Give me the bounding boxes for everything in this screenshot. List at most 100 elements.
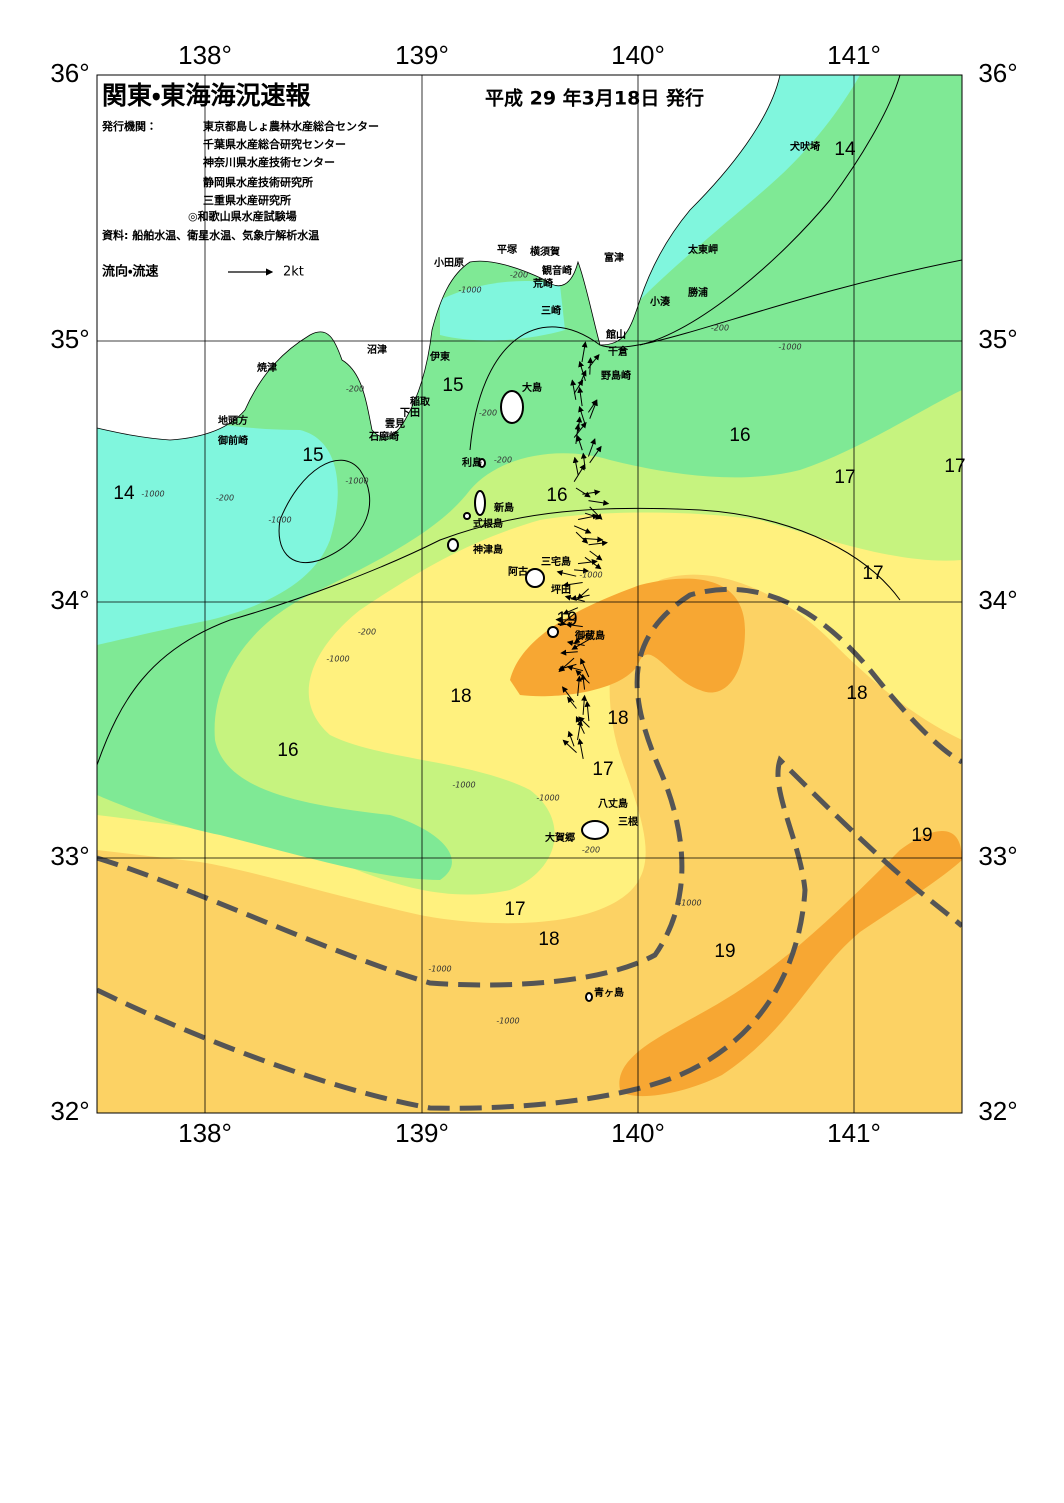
current-vector — [584, 700, 591, 722]
depth-label: -200 — [479, 409, 497, 418]
longitude-label: 139° — [395, 40, 449, 70]
current-vector — [589, 399, 598, 419]
current-vector — [589, 445, 602, 464]
place-name: 焼津 — [257, 361, 277, 374]
place-name: 荒崎 — [532, 277, 553, 290]
current-vector — [567, 730, 575, 747]
place-name: 太東岬 — [687, 243, 718, 256]
depth-label: -1000 — [268, 516, 291, 525]
place-name: 横須賀 — [530, 245, 560, 258]
place-name: 伊東 — [429, 350, 450, 363]
place-name: 大島 — [522, 381, 542, 394]
latitude-label: 33° — [978, 841, 1017, 871]
current-vectors — [555, 341, 610, 759]
place-name: 犬吠埼 — [790, 140, 820, 153]
isotherm — [97, 507, 901, 766]
island — [500, 390, 524, 424]
latitude-label: 32° — [50, 1096, 89, 1126]
depth-label: -1000 — [496, 1017, 519, 1026]
place-name: 大賀郷 — [545, 831, 575, 844]
isotherm-label: 17 — [944, 456, 965, 477]
current-vector — [588, 540, 608, 547]
current-vector — [577, 738, 584, 759]
current-vector — [577, 719, 583, 741]
place-name: 石廊崎 — [368, 430, 399, 443]
current-vector — [560, 649, 578, 656]
isotherm-label: 17 — [834, 467, 855, 488]
current-vector — [571, 638, 590, 650]
place-name: 御前崎 — [217, 434, 248, 447]
cyan-zone — [440, 280, 565, 341]
current-vector — [565, 622, 583, 629]
current-vector — [580, 673, 587, 690]
legend-label: 流向・流速 — [102, 264, 158, 280]
longitude-label: 139° — [395, 1118, 449, 1148]
current-vector — [574, 423, 581, 444]
depth-label: -1000 — [326, 655, 349, 664]
issue-date: 平成 29 年3月18日 発行 — [485, 87, 704, 110]
depth-label: -200 — [582, 846, 600, 855]
place-name: 千倉 — [608, 345, 629, 358]
place-name: 式根島 — [473, 517, 503, 530]
island — [585, 992, 593, 1002]
place-name: 勝浦 — [688, 286, 708, 299]
isotherm-label: 15 — [442, 375, 463, 396]
place-name: 館山 — [605, 328, 626, 341]
latitude-label: 35° — [50, 324, 89, 354]
latitude-label: 32° — [978, 1096, 1017, 1126]
current-vector — [589, 550, 603, 561]
current-vector — [562, 739, 577, 753]
longitude-label: 138° — [178, 40, 232, 70]
current-vector — [572, 456, 579, 476]
isotherm-label: 18 — [846, 683, 867, 704]
island — [581, 820, 609, 840]
depth-label: -200 — [358, 628, 376, 637]
current-vector — [573, 421, 587, 438]
island — [478, 458, 486, 468]
current-vector — [574, 567, 590, 574]
current-vector — [576, 675, 582, 696]
map-area — [97, 75, 962, 1113]
island — [447, 538, 459, 552]
current-vector — [581, 694, 588, 715]
place-name: 神津島 — [472, 543, 503, 556]
depth-label: -200 — [510, 271, 528, 280]
current-vector — [576, 435, 583, 451]
latitude-label: 33° — [50, 841, 89, 871]
depth-label: -200 — [216, 494, 234, 503]
issuer: ◎和歌山県水産試験場 — [188, 209, 297, 223]
isotherm-label: 17 — [504, 899, 525, 920]
latitude-label: 36° — [50, 58, 89, 88]
isotherm-label: 18 — [607, 708, 628, 729]
place-name: 坪田 — [551, 583, 571, 596]
current-vector — [567, 696, 577, 709]
longitude-label: 140° — [611, 1118, 665, 1148]
current-vector — [588, 499, 610, 506]
longitude-label: 141° — [827, 1118, 881, 1148]
latitude-label: 36° — [978, 58, 1017, 88]
current-vector — [581, 341, 588, 363]
isotherm — [278, 459, 371, 564]
current-vector — [577, 558, 598, 565]
isotherm-label: 16 — [546, 485, 567, 506]
issuer: 三重県水産研究所 — [203, 193, 291, 207]
isotherm-label: 18 — [450, 686, 471, 707]
place-name: 三根 — [618, 815, 639, 828]
depth-label: -200 — [711, 324, 729, 333]
issuer: 神奈川県水産技術センター — [202, 155, 335, 169]
land — [97, 75, 781, 441]
place-name: 観音崎 — [542, 264, 572, 277]
place-name: 小湊 — [649, 295, 671, 308]
current-vector — [587, 438, 596, 457]
place-name: 御蔵島 — [574, 629, 605, 642]
current-vector — [582, 489, 601, 496]
isotherm — [469, 259, 962, 451]
depth-label: -200 — [494, 456, 512, 465]
depth-label: -1000 — [428, 965, 451, 974]
isotherm-label: 19 — [714, 941, 735, 962]
place-name: 富津 — [604, 251, 624, 264]
island — [474, 490, 486, 516]
latitude-label: 35° — [978, 324, 1017, 354]
island — [547, 626, 559, 638]
depth-label: -200 — [346, 385, 364, 394]
